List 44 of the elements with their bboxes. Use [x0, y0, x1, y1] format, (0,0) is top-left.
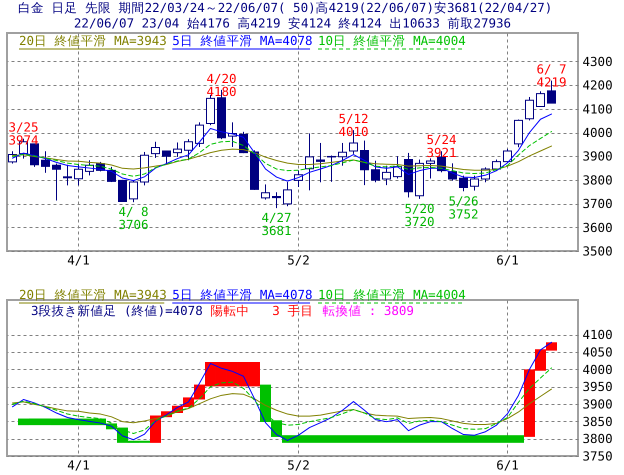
y-tick-label: 4100: [582, 101, 613, 116]
y-tick-label: 4050: [582, 344, 613, 360]
annotation: 5/12 4010: [338, 111, 369, 140]
y-tick-label: 4200: [582, 78, 613, 93]
annotation: 4/27 3681: [261, 210, 292, 238]
y-tick-label: 3600: [582, 220, 613, 235]
y-tick-label: 4100: [582, 327, 613, 342]
y-tick-label: 4000: [582, 362, 613, 377]
text: 10日 終値平滑 MA=4004: [318, 33, 466, 48]
annotation: 陽転中: [210, 303, 250, 318]
y-tick-label: 3900: [582, 148, 613, 164]
x-tick-label: 5/2: [287, 252, 310, 268]
y-tick-label: 4000: [582, 125, 613, 140]
text: 10日 終値平滑 MA=4004: [318, 287, 466, 302]
y-tick-label: 3750: [582, 448, 613, 464]
text: 5日 終値平滑 MA=4078: [172, 287, 313, 302]
y-tick-label: 3800: [582, 172, 613, 188]
annotation: 6/ 7 4219: [536, 62, 567, 90]
text: 20日 終値平滑 MA=3943: [19, 33, 167, 48]
annotation: 3段抜き新値足 (終値)=4078: [31, 303, 203, 318]
chart-title: 白金 日足 先限 期間22/03/24～22/06/07( 50)高4219(22/06/07)安3681(22/04/27): [18, 0, 552, 15]
annotation: 5/24 3921: [426, 132, 457, 160]
x-tick-label: 6/1: [496, 252, 519, 268]
y-tick-label: 3500: [582, 244, 613, 258]
annotation: 3/25 3974: [8, 120, 39, 148]
y-tick-label: 4300: [582, 54, 613, 69]
x-tick-label: 5/2: [287, 458, 310, 472]
y-tick-label: 3900: [582, 396, 613, 412]
annotation: 4/ 8 3706: [118, 204, 149, 232]
x-tick-label: 4/1: [67, 252, 90, 268]
y-tick-label: 3800: [582, 431, 613, 446]
annotation: 5/20 3720: [404, 200, 435, 229]
annotation: 3 手目: [272, 303, 314, 318]
y-tick-label: 3950: [582, 379, 613, 394]
annotation: 4/20 4180: [206, 70, 237, 99]
annotation: 5/26 3752: [448, 193, 479, 222]
y-tick-label: 3850: [582, 414, 613, 429]
y-tick-label: 3700: [582, 196, 613, 212]
x-tick-label: 6/1: [496, 458, 519, 472]
annotation: 転換値 : 3809: [322, 303, 414, 318]
text: 5日 終値平滑 MA=4078: [172, 33, 313, 48]
chart-subtitle: 22/06/07 23/04 始4176 高4219 安4124 終4124 出10633 前取27936: [74, 16, 512, 30]
x-tick-label: 4/1: [67, 458, 90, 472]
text: 20日 終値平滑 MA=3943: [19, 287, 167, 302]
